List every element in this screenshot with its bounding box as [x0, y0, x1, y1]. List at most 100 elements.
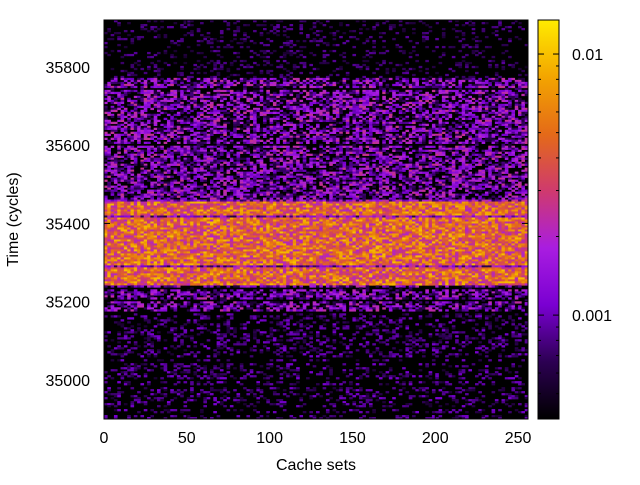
heatmap-cell: [382, 143, 386, 146]
heatmap-cell: [193, 97, 198, 101]
heatmap-cell: [365, 95, 370, 99]
heatmap-cell: [302, 81, 307, 85]
heatmap-cell: [203, 105, 207, 109]
heatmap-cell: [243, 31, 247, 35]
heatmap-cell: [448, 89, 453, 93]
heatmap-cell: [166, 63, 171, 67]
heatmap-cell: [213, 79, 217, 83]
heatmap-cell: [173, 77, 178, 81]
heatmap-cell: [157, 103, 161, 107]
heatmap-cell: [236, 20, 241, 23]
heatmap-cell: [193, 147, 198, 150]
heatmap-cell: [289, 153, 294, 156]
heatmap-cell: [140, 85, 145, 89]
heatmap-cell: [147, 115, 151, 119]
heatmap-cell: [408, 173, 413, 176]
heatmap-cell: [488, 125, 492, 129]
heatmap-cell: [236, 67, 241, 71]
heatmap-cell: [296, 93, 300, 97]
heatmap-cell: [206, 129, 211, 133]
heatmap-cell: [263, 145, 267, 148]
heatmap-cell: [451, 95, 456, 99]
heatmap-cell: [147, 131, 151, 135]
heatmap-cell: [239, 121, 244, 125]
heatmap-cell: [263, 55, 267, 59]
heatmap-cell: [196, 105, 201, 109]
heatmap-cell: [309, 107, 313, 111]
heatmap-cell: [438, 85, 443, 89]
heatmap-cell: [325, 161, 330, 164]
heatmap-cell: [243, 103, 247, 107]
heatmap-cell: [484, 163, 489, 166]
heatmap-cell: [478, 159, 482, 162]
heatmap-cell: [246, 35, 251, 39]
heatmap-cell: [130, 89, 135, 93]
heatmap-cell: [332, 173, 337, 176]
heatmap-cell: [160, 171, 164, 174]
heatmap-cell: [428, 95, 433, 99]
heatmap-cell: [133, 153, 138, 156]
heatmap-cell: [385, 20, 390, 23]
heatmap-cell: [256, 85, 260, 89]
heatmap-cell: [422, 179, 426, 182]
heatmap-cell: [378, 155, 383, 158]
heatmap-cell: [398, 95, 403, 99]
heatmap-cell: [140, 113, 145, 117]
heatmap-cell: [183, 171, 188, 174]
heatmap-cell: [435, 117, 439, 121]
heatmap-cell: [325, 139, 330, 142]
heatmap-cell: [378, 83, 383, 87]
heatmap-cell: [382, 135, 386, 138]
heatmap-cell: [104, 153, 108, 156]
heatmap-cell: [349, 167, 353, 170]
heatmap-cell: [325, 171, 330, 174]
heatmap-cell: [272, 177, 277, 180]
heatmap-cell: [398, 91, 403, 95]
heatmap-cell: [203, 151, 207, 154]
heatmap-cell: [170, 91, 174, 95]
heatmap-cell: [388, 105, 393, 109]
heatmap-cell: [253, 165, 257, 168]
heatmap-cell: [186, 121, 191, 125]
heatmap-cell: [388, 173, 393, 176]
heatmap-cell: [166, 181, 171, 184]
heatmap-cell: [359, 145, 363, 148]
heatmap-cell: [458, 123, 463, 127]
heatmap-cell: [415, 161, 419, 164]
heatmap-cell: [286, 73, 290, 77]
heatmap-cell: [395, 161, 400, 164]
heatmap-cell: [176, 163, 181, 166]
heatmap-cell: [216, 159, 221, 162]
heatmap-cell: [491, 169, 496, 172]
heatmap-cell: [415, 149, 419, 152]
heatmap-cell: [398, 127, 403, 131]
heatmap-cell: [259, 139, 264, 142]
heatmap-cell: [180, 97, 184, 101]
heatmap-cell: [498, 81, 502, 85]
heatmap-cell: [511, 113, 516, 117]
heatmap-cell: [385, 67, 390, 71]
heatmap-cell: [249, 99, 254, 103]
heatmap-cell: [286, 41, 290, 45]
heatmap-cell: [412, 107, 416, 111]
heatmap-cell: [226, 111, 231, 115]
heatmap-cell: [468, 127, 472, 131]
heatmap-cell: [210, 165, 214, 168]
heatmap-cell: [143, 85, 148, 89]
heatmap-cell: [501, 137, 506, 140]
heatmap-cell: [375, 177, 380, 180]
heatmap-cell: [465, 171, 469, 174]
heatmap-cell: [455, 183, 459, 186]
heatmap-cell: [345, 141, 350, 144]
heatmap-cell: [445, 79, 449, 83]
heatmap-cell: [219, 35, 224, 39]
heatmap-cell: [425, 149, 429, 152]
heatmap-cell: [435, 183, 439, 186]
heatmap-cell: [153, 175, 158, 178]
heatmap-cell: [153, 29, 158, 33]
heatmap-cell: [309, 117, 313, 121]
heatmap-cell: [375, 151, 380, 154]
heatmap-cell: [392, 173, 396, 176]
heatmap-cell: [319, 181, 323, 184]
heatmap-cell: [392, 149, 396, 152]
